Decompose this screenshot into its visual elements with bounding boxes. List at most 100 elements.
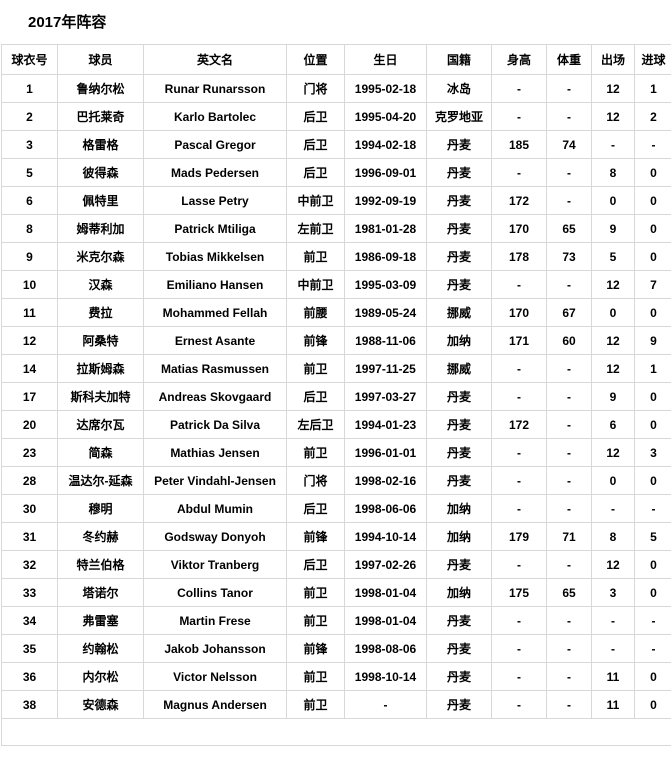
table-cell: - <box>634 606 671 635</box>
table-cell: 前腰 <box>286 298 345 327</box>
table-cell: 0 <box>591 298 635 327</box>
table-cell: - <box>546 74 592 103</box>
table-cell: 12 <box>591 270 635 299</box>
table-row: 10 汉森 Emiliano Hansen 中前卫 1995-03-09 丹麦 - -12 7 <box>1 270 671 299</box>
table-row: 33 塔诺尔 Collins Tanor 前卫 1998-01-04 加纳 175 65 3 0 <box>1 578 671 607</box>
table-cell: 彼得森 <box>57 158 144 187</box>
table-cell: 74 <box>546 130 592 159</box>
table-cell: 38 <box>1 690 58 719</box>
table-cell: 1994-10-14 <box>344 522 427 551</box>
table-cell: 冬约赫 <box>57 522 144 551</box>
page-title: 2017年阵容 <box>28 14 107 31</box>
table-cell: 65 <box>546 214 592 243</box>
table-cell: 12 <box>591 102 635 131</box>
table-cell: 冰岛 <box>426 74 492 103</box>
table-cell: 0 <box>591 466 635 495</box>
table-cell: 1986-09-18 <box>344 242 427 271</box>
table-cell: - <box>491 466 547 495</box>
table-cell: 丹麦 <box>426 214 492 243</box>
table-cell: Emiliano Hansen <box>143 270 287 299</box>
table-cell: 9 <box>591 382 635 411</box>
table-cell: 内尔松 <box>57 662 144 691</box>
table-cell: Victor Nelsson <box>143 662 287 691</box>
table-cell: - <box>546 158 592 187</box>
table-cell: - <box>491 382 547 411</box>
table-cell: 丹麦 <box>426 130 492 159</box>
table-cell: 0 <box>634 410 671 439</box>
table-cell: 0 <box>634 382 671 411</box>
table-cell: 加纳 <box>426 578 492 607</box>
table-cell: 0 <box>634 578 671 607</box>
table-cell: 178 <box>491 242 547 271</box>
table-cell: 约翰松 <box>57 634 144 663</box>
table-cell: 73 <box>546 242 592 271</box>
table-cell: Karlo Bartolec <box>143 102 287 131</box>
table-row: 9 米克尔森 Tobias Mikkelsen 前卫 1986-09-18 丹麦 178 73… <box>1 242 671 271</box>
table-cell: 1996-09-01 <box>344 158 427 187</box>
table-cell: 汉森 <box>57 270 144 299</box>
table-cell: 11 <box>591 690 635 719</box>
table-cell: 克罗地亚 <box>426 102 492 131</box>
table-cell: 8 <box>591 158 635 187</box>
table-row: 2 巴托莱奇 Karlo Bartolec 后卫 1995-04-20 克罗地亚 - -12 2 <box>1 102 671 131</box>
table-cell: 拉斯姆森 <box>57 354 144 383</box>
table-cell: 左前卫 <box>286 214 345 243</box>
table-cell: 33 <box>1 578 58 607</box>
table-cell: 12 <box>591 354 635 383</box>
table-cell: Mads Pedersen <box>143 158 287 187</box>
table-cell: - <box>344 690 427 719</box>
table-cell: 2 <box>1 102 58 131</box>
table-row: 17 斯科夫加特 Andreas Skovgaard 后卫 1997-03-27 丹麦 - -… <box>1 382 671 411</box>
table-row: 36 内尔松 Victor Nelsson 前卫 1998-10-14 丹麦 - -11 0 <box>1 662 671 691</box>
table-cell: 前锋 <box>286 522 345 551</box>
table-row: 31 冬约赫 Godsway Donyoh 前锋 1994-10-14 加纳 179 71 8 5 <box>1 522 671 551</box>
table-cell: 1998-10-14 <box>344 662 427 691</box>
column-header: 位置 <box>286 44 345 75</box>
table-cell: 1997-03-27 <box>344 382 427 411</box>
table-cell: - <box>546 354 592 383</box>
table-cell: 挪威 <box>426 354 492 383</box>
table-cell: - <box>634 130 671 159</box>
table-cell: 10 <box>1 270 58 299</box>
table-row: 5 彼得森 Mads Pedersen 后卫 1996-09-01 丹麦 - -8 0 <box>1 158 671 187</box>
table-cell: 1995-04-20 <box>344 102 427 131</box>
table-cell: 后卫 <box>286 550 345 579</box>
table-cell: 0 <box>634 690 671 719</box>
table-cell: 1995-02-18 <box>344 74 427 103</box>
table-cell: 0 <box>634 550 671 579</box>
table-cell: 前卫 <box>286 354 345 383</box>
table-cell: 0 <box>634 466 671 495</box>
header-row: 球衣号 球员 英文名 位置 生日 国籍 身高 体重 出场 进球 <box>1 44 671 75</box>
table-row: 38 安德森 Magnus Andersen 前卫 - 丹麦 - -11 0 <box>1 690 671 719</box>
table-cell: 170 <box>491 298 547 327</box>
table-cell: 34 <box>1 606 58 635</box>
table-cell: 0 <box>634 242 671 271</box>
table-cell: 0 <box>634 298 671 327</box>
table-cell: 20 <box>1 410 58 439</box>
table-cell: 9 <box>1 242 58 271</box>
table-cell: 后卫 <box>286 158 345 187</box>
empty-footer-row <box>1 718 671 746</box>
table-cell: 1997-02-26 <box>344 550 427 579</box>
table-cell: 1988-11-06 <box>344 326 427 355</box>
column-header: 进球 <box>634 44 671 75</box>
table-cell: 171 <box>491 326 547 355</box>
table-cell: 米克尔森 <box>57 242 144 271</box>
table-cell: 达席尔瓦 <box>57 410 144 439</box>
squad-table-body: 1 鲁纳尔松 Runar Runarsson 门将 1995-02-18 冰岛 - -12 1 2… <box>1 74 671 746</box>
table-cell: 1 <box>634 354 671 383</box>
table-cell: 后卫 <box>286 102 345 131</box>
table-cell: - <box>546 410 592 439</box>
table-cell: - <box>546 662 592 691</box>
table-cell: 0 <box>634 662 671 691</box>
table-cell: - <box>546 550 592 579</box>
table-cell: 3 <box>634 438 671 467</box>
table-cell: 179 <box>491 522 547 551</box>
table-cell: 穆明 <box>57 494 144 523</box>
squad-table: 球衣号 球员 英文名 位置 生日 国籍 身高 体重 出场 进球 1 鲁纳尔松 Runar Runars… <box>1 44 671 746</box>
table-cell: - <box>491 606 547 635</box>
table-cell: 67 <box>546 298 592 327</box>
table-cell: - <box>546 690 592 719</box>
table-cell: 中前卫 <box>286 186 345 215</box>
table-cell: - <box>591 494 635 523</box>
